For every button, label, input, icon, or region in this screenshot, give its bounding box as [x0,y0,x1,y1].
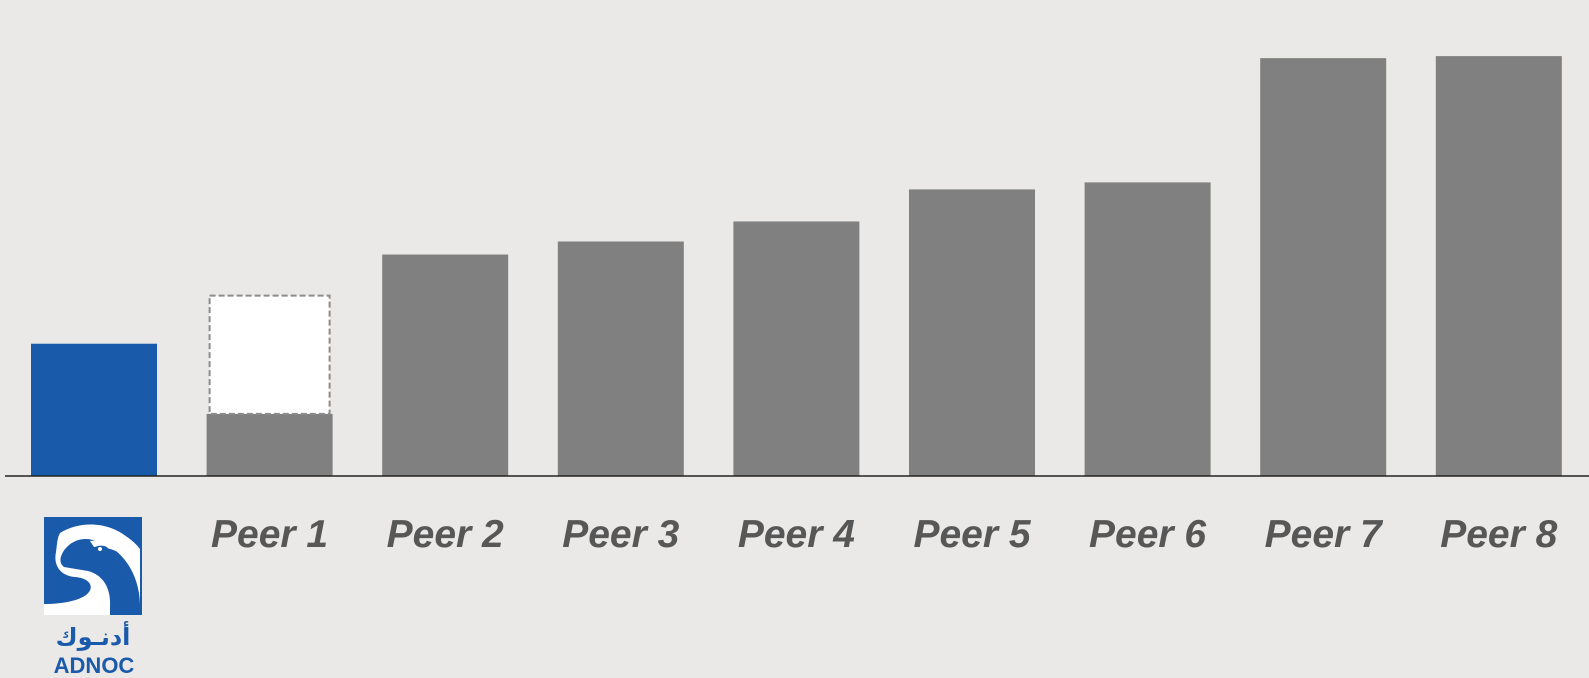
bar-peer-3 [557,241,684,476]
bar-peer-4 [733,221,860,476]
falcon-icon [44,517,142,615]
bar-peer-6 [1084,182,1211,476]
adnoc-logo: أدنـوك ADNOC [44,517,142,678]
bar-peer-1-solid [206,413,333,476]
bar-peer-7 [1260,58,1387,477]
label-peer-6: Peer 6 [1089,513,1206,556]
label-peer-7: Peer 7 [1265,513,1384,556]
label-peer-5: Peer 5 [913,513,1031,556]
label-peer-4: Peer 4 [738,513,855,556]
bar-adnoc [31,343,157,476]
category-labels: Peer 1 Peer 2 Peer 3 Peer 4 Peer 5 Peer 6 Peer… [211,513,1558,556]
logo-latin-text: ADNOC [54,653,135,678]
bar-peer-8 [1435,56,1562,477]
bar-peer-5 [909,189,1035,476]
logo-arabic-text: أدنـوك [56,621,131,651]
bar-peer-1-dashed [208,294,331,415]
label-peer-8: Peer 8 [1440,513,1557,556]
label-peer-1: Peer 1 [211,513,328,556]
label-peer-3: Peer 3 [562,513,679,556]
bar-peer-2 [382,254,509,476]
bars-group [31,56,1562,477]
label-peer-2: Peer 2 [387,513,504,556]
